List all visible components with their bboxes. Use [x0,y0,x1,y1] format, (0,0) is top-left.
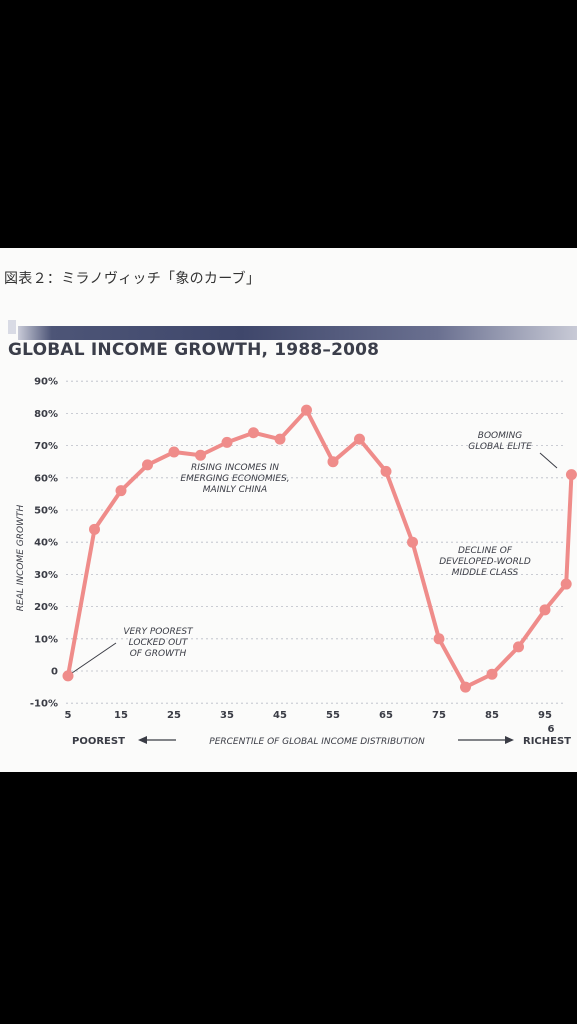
elite-leader-line [539,452,558,469]
annotation-line: GLOBAL ELITE [468,442,532,452]
data-point [168,446,180,458]
data-point [354,433,365,445]
data-point [513,641,524,653]
y-tick-label: 10% [34,634,58,645]
x-tick-label: 45 [273,710,287,721]
header-notch [8,320,16,334]
y-tick-label: 40% [34,538,58,549]
data-point [565,469,577,481]
poorest-label: POOREST [72,736,125,747]
data-point [221,436,233,448]
y-tick-label: -10% [30,699,58,710]
y-tick-label: 60% [34,473,58,484]
data-point [560,578,572,590]
arrow-right-head [505,736,514,744]
figure-caption: 図表２：ミラノヴィッチ「象のカーブ」 [4,271,261,287]
x-tick-label: 55 [326,710,340,721]
data-point [274,433,286,445]
annotation: RISING INCOMES IN EMERGING ECONOMIES, MAIN… [180,463,289,495]
arrow-left-head [138,736,147,744]
poorest-leader-line [71,642,117,674]
annotation: DECLINE OF DEVELOPED-WORLD MIDDLE CLASS [439,546,531,578]
data-point [380,465,392,477]
y-tick-label: 80% [34,409,58,420]
annotation: VERY POOREST LOCKED OUT OF GROWTH [123,627,194,659]
data-point [142,459,153,471]
x-tick-label: 15 [114,710,128,721]
data-point [486,668,498,680]
chart-title: GLOBAL INCOME GROWTH, 1988–2008 [8,340,380,360]
data-point [433,633,445,645]
data-point [327,456,339,468]
x-axis-label: PERCENTILE OF GLOBAL INCOME DISTRIBUTION [209,737,425,747]
x-tick-label: 85 [485,710,499,721]
richest-label: RICHEST [523,736,571,747]
annotation-line: LOCKED OUT [129,638,189,648]
annotation-line: VERY POOREST [123,627,194,637]
y-tick-label: 90% [34,377,58,388]
y-tick-label: 0 [51,667,58,678]
annotation-line: DEVELOPED-WORLD [439,557,531,567]
data-point [89,523,100,535]
x-tick-label: 25 [167,710,181,721]
data-point [460,681,471,693]
annotation-line: DECLINE OF [458,546,513,556]
data-point [539,604,551,616]
data-point [195,449,206,461]
data-point [248,427,259,439]
annotation-line: RISING INCOMES IN [191,463,279,473]
data-point [115,485,127,497]
data-point [407,536,418,548]
y-tick-label: 30% [34,570,58,581]
x-tick-label: 35 [220,710,234,721]
annotation-line: EMERGING ECONOMIES, [180,474,289,484]
y-axis-label: REAL INCOME GROWTH [16,505,26,612]
data-point [62,670,74,682]
chart-svg: 90% 80% 70% 60% 50% 40% 30% 20% 10% 0 -10% 5 15 25 35 4… [16,377,577,747]
annotation-line: OF GROWTH [130,649,187,659]
y-tick-label: 20% [34,602,58,613]
x-tick-label: 75 [432,710,446,721]
x-tick-label: 95 [538,710,552,721]
annotation: BOOMING GLOBAL ELITE [468,431,532,452]
scanned-page: 図表２：ミラノヴィッチ「象のカーブ」 GLOBAL INCOME GROWTH,… [0,248,577,772]
y-tick-label: 50% [34,506,58,517]
y-tick-label: 70% [34,441,58,452]
x-tick-label: 65 [379,710,393,721]
data-point [301,404,312,416]
annotation-line: MIDDLE CLASS [452,568,519,578]
annotation-line: MAINLY CHINA [203,485,267,495]
header-bar [18,326,577,340]
x-tick-label: 5 [65,710,72,721]
x-tick-label: 6 [548,724,555,735]
annotation-line: BOOMING [478,431,522,441]
